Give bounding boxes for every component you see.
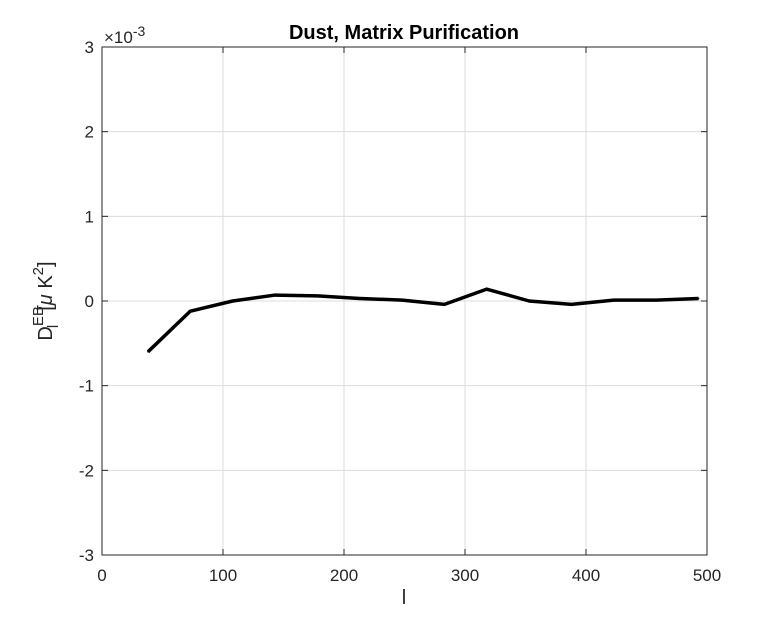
chart-title: Dust, Matrix Purification [289,22,519,44]
data-point [655,299,657,301]
data-point [274,294,276,296]
y-tick-label: 1 [85,207,94,226]
svg-text:×10-3: ×10-3 [104,23,146,47]
x-tick-label: 0 [97,566,106,585]
data-point [528,300,530,302]
y-label-unit-open: [ [35,305,57,311]
series-layer [146,287,700,354]
y-tick-label: -1 [79,377,94,396]
x-tick-label: 100 [209,566,237,585]
y-tick-label: 0 [85,292,94,311]
y-label-superscript: EB [30,306,47,326]
x-tick-label: 500 [693,566,721,585]
y-label-unit-power: 2 [30,267,47,275]
x-tick-label: 300 [451,566,479,585]
axis-ticks: 0 100 200 300 400 500 -3 -2 -1 0 1 2 3 [79,38,721,585]
data-point [570,303,573,306]
data-point [401,299,403,301]
data-point [485,288,488,290]
x-axis-label: l [402,587,406,609]
data-point [231,300,234,302]
y-label-base: D [35,326,57,340]
y-tick-label: -3 [79,546,94,565]
x-tick-label: 400 [572,566,600,585]
data-point [613,299,615,301]
data-point [443,303,446,306]
y-label-subscript: l [45,325,62,328]
y-label-unit-close: ] [35,261,57,267]
y-exponent-label: ×10-3 [104,23,146,47]
svg-text:DEBl[μ K2]: DEBl [μ K2] [30,261,62,340]
data-point [697,297,700,300]
x-tick-label: 200 [330,566,358,585]
y-tick-label: 3 [85,38,94,57]
series-line [146,287,699,354]
data-point [189,310,192,312]
y-tick-label: -2 [79,461,94,480]
y-label-unit-mu: μ [35,294,57,306]
data-point [316,295,319,297]
y-exponent-power: -3 [133,23,146,39]
data-point [147,351,149,353]
y-exponent-base: ×10 [104,28,133,47]
y-label-unit-k: K [35,275,57,295]
y-axis-label: DEBl [μ K2] [30,261,62,340]
data-point [358,297,361,300]
y-tick-label: 2 [85,123,94,142]
